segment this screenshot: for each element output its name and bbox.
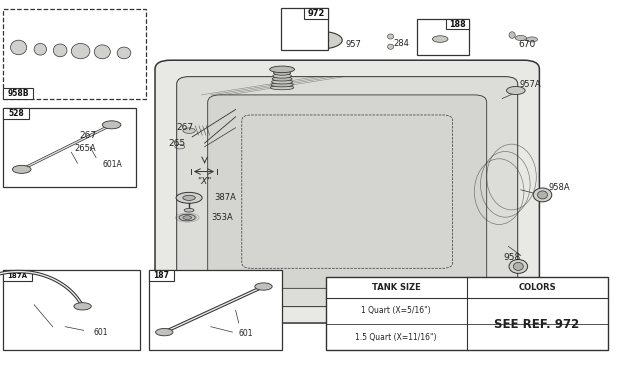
- Ellipse shape: [272, 77, 292, 81]
- Text: 284: 284: [394, 39, 410, 48]
- Ellipse shape: [71, 43, 90, 59]
- Text: 957: 957: [346, 40, 362, 49]
- Text: 387A: 387A: [214, 193, 236, 202]
- Ellipse shape: [176, 192, 202, 203]
- Ellipse shape: [271, 82, 293, 87]
- Bar: [3, 108, 29, 119]
- Ellipse shape: [433, 36, 448, 42]
- Ellipse shape: [388, 34, 394, 39]
- Text: 601: 601: [239, 330, 253, 338]
- Ellipse shape: [300, 31, 342, 49]
- Ellipse shape: [102, 121, 121, 129]
- Ellipse shape: [156, 328, 173, 336]
- FancyBboxPatch shape: [177, 77, 518, 307]
- Text: 958: 958: [503, 253, 521, 262]
- Ellipse shape: [183, 128, 195, 134]
- Ellipse shape: [11, 40, 27, 55]
- Ellipse shape: [183, 216, 192, 219]
- Ellipse shape: [526, 37, 538, 42]
- Text: COLORS: COLORS: [518, 283, 556, 292]
- Ellipse shape: [273, 71, 291, 75]
- Text: 957A: 957A: [520, 80, 541, 89]
- Ellipse shape: [179, 214, 195, 221]
- Ellipse shape: [388, 44, 394, 49]
- Bar: [3, 108, 136, 187]
- Text: "X": "X": [197, 177, 212, 186]
- Text: 958B: 958B: [7, 89, 29, 97]
- Ellipse shape: [255, 283, 272, 290]
- Bar: [417, 19, 469, 55]
- Text: 187: 187: [153, 271, 169, 280]
- Text: 353A: 353A: [211, 213, 232, 222]
- Ellipse shape: [509, 32, 515, 38]
- Ellipse shape: [533, 188, 552, 202]
- Text: TANK SIZE: TANK SIZE: [371, 283, 420, 292]
- FancyBboxPatch shape: [242, 115, 453, 268]
- Ellipse shape: [74, 303, 91, 310]
- Bar: [149, 270, 282, 350]
- Ellipse shape: [117, 47, 131, 59]
- Text: SEE REF. 972: SEE REF. 972: [494, 318, 580, 331]
- Text: 188: 188: [449, 20, 466, 28]
- Text: 265A: 265A: [74, 144, 96, 153]
- FancyBboxPatch shape: [208, 95, 487, 288]
- Text: 972: 972: [308, 9, 325, 18]
- Bar: [281, 8, 328, 50]
- Text: 601A: 601A: [102, 161, 122, 169]
- Ellipse shape: [507, 87, 525, 95]
- Text: 670: 670: [518, 41, 536, 49]
- Text: 958A: 958A: [549, 183, 570, 192]
- Bar: [3, 270, 140, 350]
- Bar: [3, 88, 33, 99]
- Ellipse shape: [270, 85, 294, 90]
- Ellipse shape: [273, 74, 291, 78]
- Ellipse shape: [183, 195, 195, 200]
- Bar: [446, 19, 469, 29]
- Ellipse shape: [34, 43, 46, 55]
- Bar: [326, 277, 608, 350]
- Text: 265: 265: [169, 139, 186, 148]
- Ellipse shape: [513, 262, 523, 270]
- Text: 187A: 187A: [7, 273, 27, 278]
- FancyBboxPatch shape: [155, 60, 539, 323]
- Text: 267: 267: [177, 123, 194, 131]
- Bar: [149, 270, 174, 281]
- Ellipse shape: [12, 165, 31, 173]
- Ellipse shape: [270, 66, 294, 73]
- Bar: [3, 270, 32, 281]
- Text: eReplacementParts.com: eReplacementParts.com: [226, 177, 394, 191]
- Bar: [304, 8, 328, 19]
- Ellipse shape: [509, 260, 528, 273]
- Text: 267: 267: [79, 131, 96, 140]
- Text: 1.5 Quart (X=11/16"): 1.5 Quart (X=11/16"): [355, 333, 436, 342]
- Ellipse shape: [272, 80, 293, 84]
- Ellipse shape: [184, 208, 194, 212]
- Text: 528: 528: [8, 110, 24, 118]
- Bar: [3, 9, 146, 99]
- Text: 1 Quart (X=5/16"): 1 Quart (X=5/16"): [361, 307, 431, 315]
- Ellipse shape: [102, 136, 115, 142]
- Text: 601: 601: [93, 328, 107, 337]
- Ellipse shape: [94, 45, 110, 59]
- Ellipse shape: [538, 191, 547, 199]
- Ellipse shape: [53, 44, 67, 57]
- Ellipse shape: [515, 35, 526, 41]
